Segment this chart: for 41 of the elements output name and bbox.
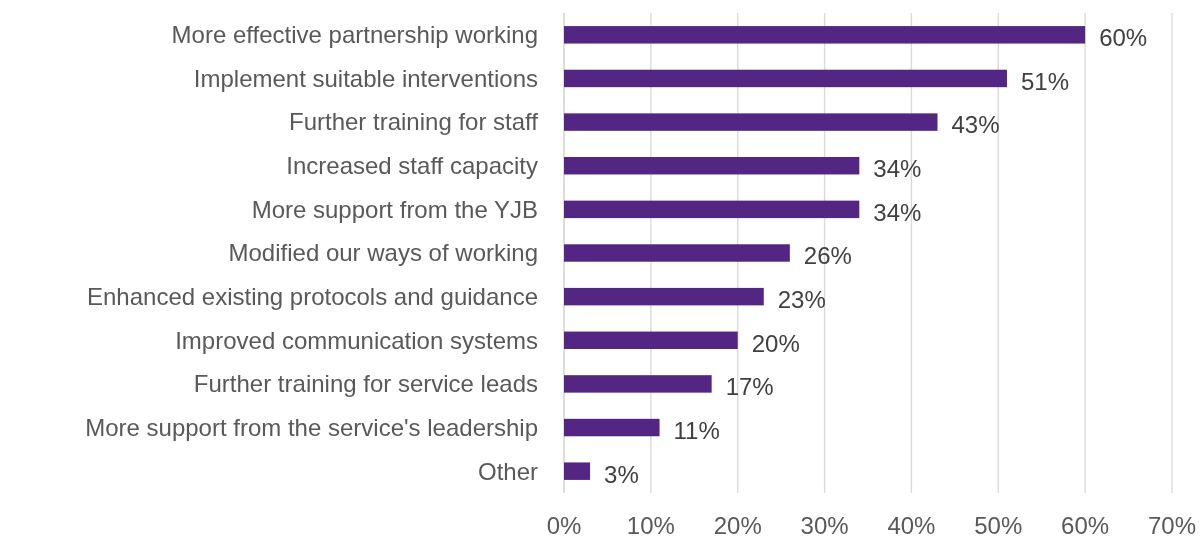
x-tick-label: 30% [800,512,849,537]
data-label: 23% [777,286,826,314]
y-tick-label: More effective partnership working [171,21,538,49]
bar [564,418,660,437]
x-tick-label: 10% [626,512,675,537]
y-tick-label: Modified our ways of working [228,239,538,267]
data-label: 20% [751,329,800,357]
x-tick-label: 60% [1061,512,1110,537]
x-tick-label: 70% [1147,512,1197,537]
bar [564,26,1086,44]
bar [564,200,860,219]
x-tick-label: 20% [713,512,762,537]
y-tick-label: Other [477,457,538,485]
data-label: 43% [951,111,1000,139]
y-tick-label: Improved communication systems [175,326,538,354]
bar [564,69,1007,88]
bar [564,113,938,131]
bar [564,331,738,349]
data-label: 3% [604,460,639,488]
bar [564,244,790,262]
data-label: 34% [873,155,922,183]
data-label: 60% [1099,24,1148,52]
bar [564,462,591,480]
data-label: 34% [873,198,922,226]
y-tick-label: More support from the YJB [251,195,538,223]
bar [564,157,860,175]
x-tick-label: 40% [887,512,936,537]
data-label: 51% [1020,67,1070,95]
y-tick-label: Implement suitable interventions [193,64,538,92]
data-label: 17% [725,373,774,401]
x-tick-label: 50% [974,512,1023,537]
bar [564,375,712,393]
y-tick-label: Enhanced existing protocols and guidance [87,283,538,311]
y-tick-label: Further training for service leads [193,370,538,398]
data-label: 26% [803,242,852,270]
y-tick-label: Increased staff capacity [286,152,538,180]
y-tick-label: More support from the service's leadership [85,413,538,441]
data-label: 11% [673,416,720,444]
bar [564,287,764,306]
y-tick-label: Further training for staff [289,108,539,136]
x-tick-label: 0% [546,512,582,537]
